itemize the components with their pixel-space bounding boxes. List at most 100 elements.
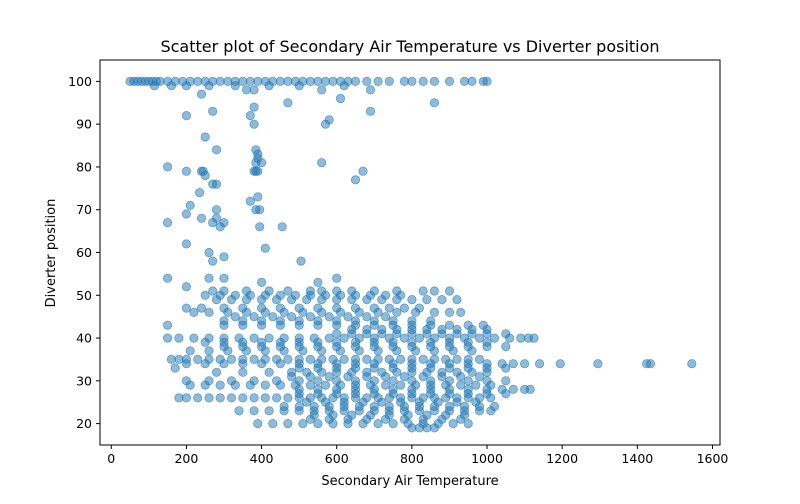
x-axis-label: Secondary Air Temperature <box>321 474 498 489</box>
data-point <box>482 341 492 352</box>
data-point <box>279 346 289 356</box>
data-point <box>418 354 428 364</box>
data-point <box>163 320 173 330</box>
data-point <box>200 170 210 181</box>
data-point <box>422 329 432 339</box>
x-tick-label: 1400 <box>621 451 653 466</box>
x-tick-label: 800 <box>400 451 424 466</box>
data-point <box>163 273 173 283</box>
data-point <box>230 380 240 390</box>
chart-title: Scatter plot of Secondary Air Temperatur… <box>160 37 659 56</box>
data-point <box>444 363 455 373</box>
data-point <box>328 418 338 429</box>
data-point <box>185 346 195 356</box>
data-point <box>519 359 530 369</box>
data-point <box>429 307 439 317</box>
data-point <box>377 397 387 407</box>
data-point <box>215 393 225 403</box>
data-point <box>195 188 205 198</box>
data-point <box>332 367 342 377</box>
data-point <box>200 337 210 347</box>
data-point <box>317 367 327 377</box>
data-point <box>253 418 263 429</box>
data-point <box>181 81 191 91</box>
data-point <box>260 243 270 253</box>
data-point <box>534 359 545 369</box>
data-point <box>463 393 473 403</box>
data-point <box>354 307 364 317</box>
data-point <box>245 196 255 206</box>
data-point <box>463 376 473 386</box>
data-point <box>362 294 372 305</box>
data-point <box>264 367 274 377</box>
data-point <box>429 406 439 416</box>
data-point <box>181 239 191 249</box>
data-point <box>448 418 458 429</box>
data-point <box>407 294 417 305</box>
data-point <box>467 367 477 377</box>
points-layer <box>125 76 697 433</box>
data-point <box>249 85 259 95</box>
x-tick-label: 400 <box>250 451 274 466</box>
data-point <box>241 346 252 356</box>
data-point <box>410 346 421 356</box>
data-point <box>441 393 451 403</box>
x-tick-label: 0 <box>107 451 115 466</box>
data-point <box>294 320 304 330</box>
y-tick-label: 40 <box>76 331 92 346</box>
data-point <box>256 359 267 369</box>
data-point <box>324 371 334 382</box>
data-point <box>238 359 248 369</box>
data-point <box>313 320 323 330</box>
data-point <box>256 158 267 168</box>
data-point <box>196 89 207 99</box>
data-point <box>200 359 210 369</box>
data-point <box>377 294 387 305</box>
data-point <box>373 418 383 429</box>
y-tick-label: 100 <box>68 74 92 89</box>
data-point <box>369 320 379 330</box>
y-tick-label: 30 <box>76 373 92 388</box>
data-point <box>249 406 259 416</box>
data-point <box>253 166 263 176</box>
data-point <box>489 333 500 343</box>
data-point <box>219 273 229 283</box>
data-point <box>305 312 315 322</box>
data-point <box>380 380 391 390</box>
data-point <box>230 81 240 91</box>
data-point <box>181 393 191 403</box>
data-point <box>249 333 259 343</box>
data-point <box>347 329 357 339</box>
data-point <box>399 371 409 382</box>
data-point <box>448 346 458 356</box>
y-axis-label: Diverter position <box>44 199 59 308</box>
data-point <box>200 290 210 300</box>
data-point <box>339 354 349 364</box>
data-point <box>193 393 203 403</box>
data-point <box>223 307 233 317</box>
data-point <box>501 341 511 352</box>
data-point <box>305 354 315 364</box>
data-point <box>286 371 297 382</box>
data-point <box>474 354 485 364</box>
data-point <box>429 286 439 296</box>
data-point <box>332 320 342 330</box>
data-point <box>279 406 289 416</box>
data-point <box>437 371 447 382</box>
data-point <box>373 76 383 87</box>
data-point <box>486 393 496 403</box>
data-point <box>294 393 304 403</box>
data-point <box>238 320 248 330</box>
data-point <box>392 367 402 377</box>
data-point <box>181 359 191 369</box>
data-point <box>474 406 485 416</box>
data-point <box>204 393 214 403</box>
data-point <box>444 76 455 87</box>
data-point <box>399 303 409 313</box>
data-point <box>283 286 293 296</box>
data-point <box>255 205 265 215</box>
data-point <box>241 307 252 317</box>
data-point <box>339 333 349 343</box>
data-point <box>166 81 176 91</box>
